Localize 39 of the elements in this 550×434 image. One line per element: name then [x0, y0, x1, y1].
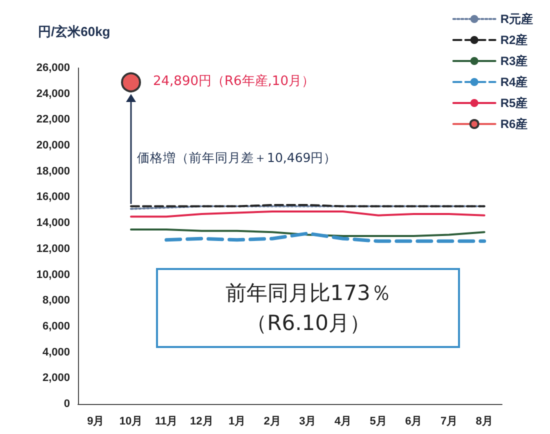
x-tick-label: 10月 [119, 416, 143, 428]
annotation: 価格増（前年同月差＋10,469円） [137, 150, 337, 168]
x-tick-label: 6月 [405, 416, 422, 428]
y-tick-label: 18,000 [36, 165, 70, 178]
y-tick-label: 0 [64, 398, 70, 410]
y-tick-label: 16,000 [36, 191, 70, 204]
x-tick-label: 12月 [190, 416, 214, 428]
legend-label: R3産 [500, 54, 528, 68]
x-tick-label: 4月 [334, 416, 352, 428]
line-series [130, 228, 486, 237]
y-tick-label: 8,000 [42, 294, 70, 307]
x-tick-label: 3月 [299, 416, 316, 428]
y-tick-label: 2,000 [42, 372, 70, 384]
y-tick-label: 6,000 [42, 320, 70, 332]
y-tick-label: 22,000 [36, 114, 70, 126]
legend-label: R4産 [500, 75, 528, 89]
y-tick-label: 26,000 [36, 62, 70, 74]
annotation: 24,890円（R6年産,10月） [153, 73, 314, 90]
line-series [164, 232, 486, 243]
x-tick-label: 5月 [370, 416, 387, 428]
y-tick-label: 4,000 [42, 346, 70, 358]
legend-label: R元産 [500, 12, 534, 26]
annotation: 前年同月比173％ [224, 280, 392, 308]
y-tick-label: 20,000 [36, 140, 70, 152]
x-tick-label: 9月 [87, 416, 104, 428]
y-tick-label: 12,000 [36, 242, 70, 255]
y-tick-label: 24,000 [36, 88, 70, 100]
legend-label: R2産 [500, 33, 528, 47]
legend-label: R5産 [500, 96, 528, 110]
y-axis-title: 円/玄米60kg [38, 24, 110, 39]
legend-label: R6産 [500, 117, 528, 131]
annotation: （R6.10月） [245, 310, 372, 338]
x-tick-label: 8月 [476, 416, 493, 428]
y-tick-label: 14,000 [36, 217, 70, 230]
x-tick-label: 7月 [440, 416, 458, 428]
y-tick-label: 10,000 [36, 268, 70, 281]
x-tick-label: 2月 [264, 416, 281, 428]
x-tick-label: 11月 [155, 416, 178, 428]
x-tick-label: 1月 [228, 416, 246, 428]
